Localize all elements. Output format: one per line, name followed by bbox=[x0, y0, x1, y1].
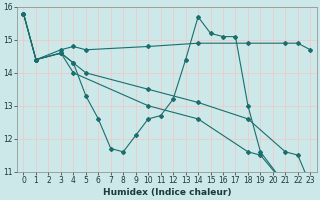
X-axis label: Humidex (Indice chaleur): Humidex (Indice chaleur) bbox=[103, 188, 231, 197]
